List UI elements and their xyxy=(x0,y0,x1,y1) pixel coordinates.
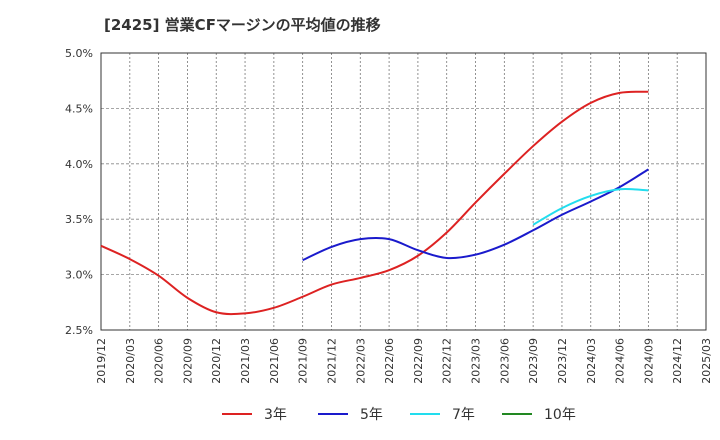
x-tick-label: 2023/09 xyxy=(527,338,540,384)
series-line-2 xyxy=(532,188,649,226)
x-tick-label: 2021/06 xyxy=(268,338,281,384)
x-tick-label: 2022/09 xyxy=(412,338,425,384)
plot-border xyxy=(100,52,707,331)
y-tick-label: 5.0% xyxy=(65,47,93,60)
y-tick-label: 3.5% xyxy=(65,213,93,226)
x-tick-label: 2021/09 xyxy=(297,338,310,384)
x-tick-label: 2020/12 xyxy=(210,338,223,384)
x-tick-label: 2023/06 xyxy=(498,338,511,384)
x-tick-label: 2024/09 xyxy=(642,338,655,384)
x-tick-label: 2022/06 xyxy=(383,338,396,384)
x-tick-label: 2023/12 xyxy=(556,338,569,384)
y-tick-label: 4.0% xyxy=(65,158,93,171)
series-line-0 xyxy=(100,90,649,316)
legend: 3年 5年 7年 10年 xyxy=(222,407,576,423)
y-tick-label: 3.0% xyxy=(65,269,93,282)
x-tick-label: 2020/06 xyxy=(153,338,166,384)
x-tick-label: 2024/03 xyxy=(585,338,598,384)
chart-title: [2425] 営業CFマージンの平均値の推移 xyxy=(104,16,381,34)
x-tick-label: 2024/12 xyxy=(671,338,684,384)
x-tick-label: 2022/03 xyxy=(354,338,367,384)
x-tick-label: 2025/03 xyxy=(700,338,713,384)
x-tick-label: 2019/12 xyxy=(95,338,108,384)
x-tick-label: 2021/03 xyxy=(239,338,252,384)
y-tick-label: 4.5% xyxy=(65,102,93,115)
x-tick-label: 2020/09 xyxy=(181,338,194,384)
legend-label-0: 3年 xyxy=(264,407,287,423)
axes: 2.5% 3.0% 3.5% 4.0% 4.5% 5.0% 2019/12 2020/03 20… xyxy=(65,47,713,384)
x-tick-label: 2024/06 xyxy=(614,338,627,384)
x-tick-label: 2022/12 xyxy=(441,338,454,384)
x-tick-label: 2023/03 xyxy=(470,338,483,384)
y-tick-label: 2.5% xyxy=(65,324,93,337)
x-tick-label: 2020/03 xyxy=(124,338,137,384)
series xyxy=(100,90,649,316)
series-line-1 xyxy=(302,168,649,262)
legend-label-1: 5年 xyxy=(360,407,383,423)
legend-label-3: 10年 xyxy=(544,407,576,423)
x-tick-label: 2021/12 xyxy=(325,338,338,384)
legend-label-2: 7年 xyxy=(452,407,475,423)
